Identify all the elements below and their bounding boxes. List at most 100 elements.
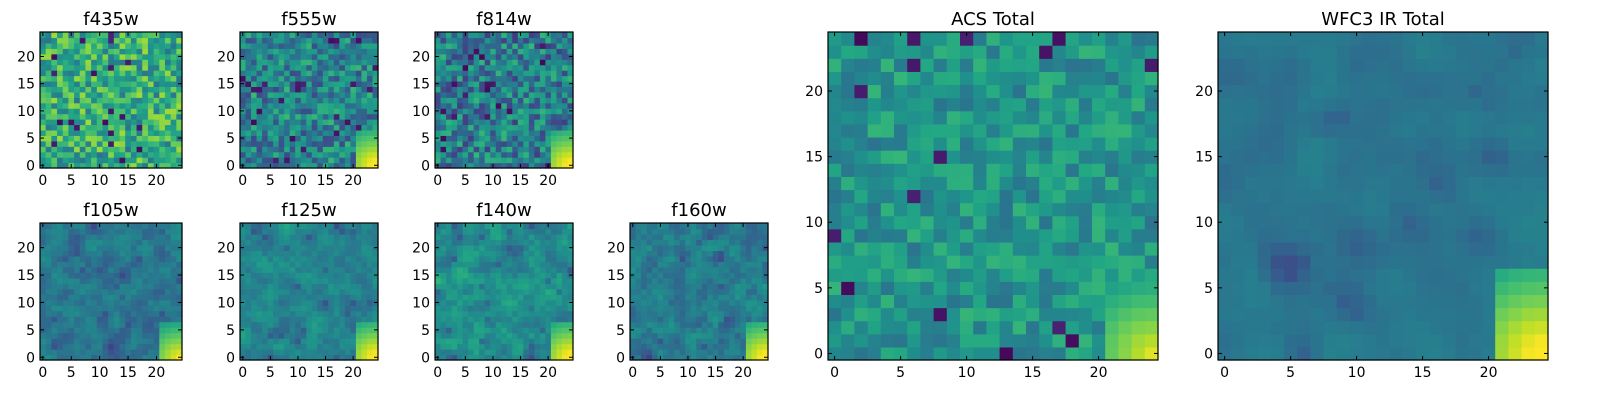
heatmap-cell [473, 146, 480, 153]
heatmap-cell [306, 233, 313, 241]
heatmap-cell [262, 129, 269, 136]
heatmap-cell [946, 163, 961, 177]
heatmap-cell [545, 338, 552, 345]
heatmap-cell [333, 338, 340, 345]
heatmap-cell [528, 64, 535, 71]
heatmap-cell [718, 272, 725, 279]
heatmap-cell [495, 108, 502, 115]
heatmap-cell [690, 283, 697, 290]
heatmap-cell [490, 75, 497, 82]
heatmap-cell [473, 37, 480, 44]
heatmap-cell [300, 102, 307, 109]
heatmap-cell [561, 97, 569, 104]
heatmap-cell [501, 124, 508, 131]
heatmap-cell [668, 261, 675, 268]
heatmap-cell [366, 272, 374, 279]
heatmap-cell [256, 37, 263, 44]
heatmap-cell [630, 316, 637, 323]
heatmap-cell [40, 146, 47, 153]
heatmap-cell [561, 32, 569, 39]
heatmap-cell [946, 215, 961, 230]
heatmap-cell [696, 354, 703, 361]
heatmap-cell [479, 250, 486, 257]
heatmap-cell [45, 305, 52, 312]
heatmap-cell [366, 75, 374, 82]
heatmap-cell [245, 327, 252, 334]
heatmap-cell [556, 140, 563, 147]
heatmap-cell [446, 86, 453, 93]
heatmap-cell [57, 70, 64, 77]
heatmap-cell [51, 299, 58, 306]
heatmap-cell [545, 244, 552, 251]
heatmap-cell [176, 338, 183, 345]
heatmap-cell [289, 124, 296, 131]
heatmap-cell [457, 151, 464, 158]
heatmap-cell [102, 310, 109, 317]
heatmap-cell [40, 113, 47, 120]
heatmap-cell [306, 239, 313, 246]
heatmap-cell [267, 321, 274, 328]
heatmap-cell [550, 266, 558, 273]
heatmap-cell [45, 59, 52, 66]
heatmap-cell [517, 48, 524, 55]
heatmap-cell [366, 146, 374, 153]
heatmap-cell [295, 261, 302, 268]
heatmap-cell [278, 42, 285, 49]
heatmap-cell [273, 151, 280, 158]
heatmap-cell [366, 64, 374, 71]
heatmap-cell [707, 316, 714, 323]
heatmap-cell [723, 294, 730, 301]
heatmap-cell [512, 140, 519, 147]
heatmap-cell [561, 42, 569, 49]
heatmap-cell [79, 151, 87, 158]
heatmap-cell [435, 64, 442, 71]
heatmap-cell [153, 338, 160, 345]
heatmap-cell [68, 266, 75, 273]
heatmap-cell [762, 250, 769, 257]
heatmap-cell [251, 343, 258, 350]
heatmap-cell [1105, 320, 1119, 335]
heatmap-cell [136, 354, 143, 361]
heatmap-cell [630, 283, 637, 290]
heatmap-cell [130, 64, 138, 71]
heatmap-cell [484, 119, 491, 126]
heatmap-cell [854, 241, 869, 256]
heatmap-cell [523, 48, 530, 55]
heatmap-cell [435, 332, 442, 339]
heatmap-cell [501, 135, 508, 142]
heatmap-cell [867, 189, 882, 204]
heatmap-cell [256, 299, 263, 306]
heatmap-cell [567, 349, 574, 356]
heatmap-cell [136, 283, 143, 290]
heatmap-cell [495, 327, 502, 334]
heatmap-cell [545, 42, 552, 49]
heatmap-cell [108, 310, 115, 317]
heatmap-cell [556, 343, 563, 350]
heatmap-cell [170, 80, 177, 87]
heatmap-cell [534, 140, 541, 147]
heatmap-cell [85, 255, 92, 262]
heatmap-cell [300, 277, 307, 284]
heatmap-cell [506, 162, 513, 169]
heatmap-cell [462, 146, 469, 153]
heatmap-cell [74, 42, 81, 49]
heatmap-cell [262, 277, 269, 284]
heatmap-cell [372, 239, 379, 246]
heatmap-cell [561, 86, 569, 93]
heatmap-cell [240, 239, 247, 246]
heatmap-cell [119, 255, 126, 262]
heatmap-cell [1078, 268, 1093, 282]
heatmap-cell [91, 119, 98, 126]
heatmap-cell [355, 157, 363, 164]
heatmap-cell [534, 102, 541, 109]
heatmap-cell [289, 80, 296, 87]
heatmap-cell [350, 86, 357, 93]
heatmap-cell [723, 239, 730, 246]
heatmap-cell [317, 299, 324, 306]
heatmap-cell [495, 283, 502, 290]
heatmap-cell [245, 162, 252, 169]
heatmap-cell [534, 75, 541, 82]
heatmap-cell [176, 129, 183, 136]
heatmap-cell [567, 343, 574, 350]
heatmap-cell [317, 70, 324, 77]
